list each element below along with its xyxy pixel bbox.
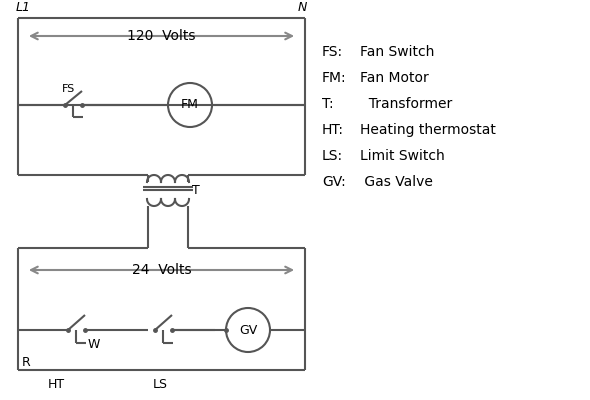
Text: N: N xyxy=(297,1,307,14)
Text: HT: HT xyxy=(48,378,65,390)
Text: Heating thermostat: Heating thermostat xyxy=(360,123,496,137)
Text: Limit Switch: Limit Switch xyxy=(360,149,445,163)
Text: FM:: FM: xyxy=(322,71,347,85)
Text: FS: FS xyxy=(62,84,76,94)
Text: FM: FM xyxy=(181,98,199,112)
Text: L1: L1 xyxy=(16,1,31,14)
Text: 120  Volts: 120 Volts xyxy=(127,29,196,43)
Text: T:: T: xyxy=(322,97,333,111)
Text: HT:: HT: xyxy=(322,123,344,137)
Text: T: T xyxy=(192,184,200,198)
Text: LS: LS xyxy=(152,378,168,390)
Text: Fan Switch: Fan Switch xyxy=(360,45,434,59)
Text: W: W xyxy=(88,338,100,350)
Text: Gas Valve: Gas Valve xyxy=(360,175,433,189)
Text: R: R xyxy=(22,356,31,368)
Text: 24  Volts: 24 Volts xyxy=(132,263,191,277)
Text: Transformer: Transformer xyxy=(360,97,453,111)
Text: GV:: GV: xyxy=(322,175,346,189)
Text: FS:: FS: xyxy=(322,45,343,59)
Text: LS:: LS: xyxy=(322,149,343,163)
Text: GV: GV xyxy=(239,324,257,336)
Text: Fan Motor: Fan Motor xyxy=(360,71,429,85)
